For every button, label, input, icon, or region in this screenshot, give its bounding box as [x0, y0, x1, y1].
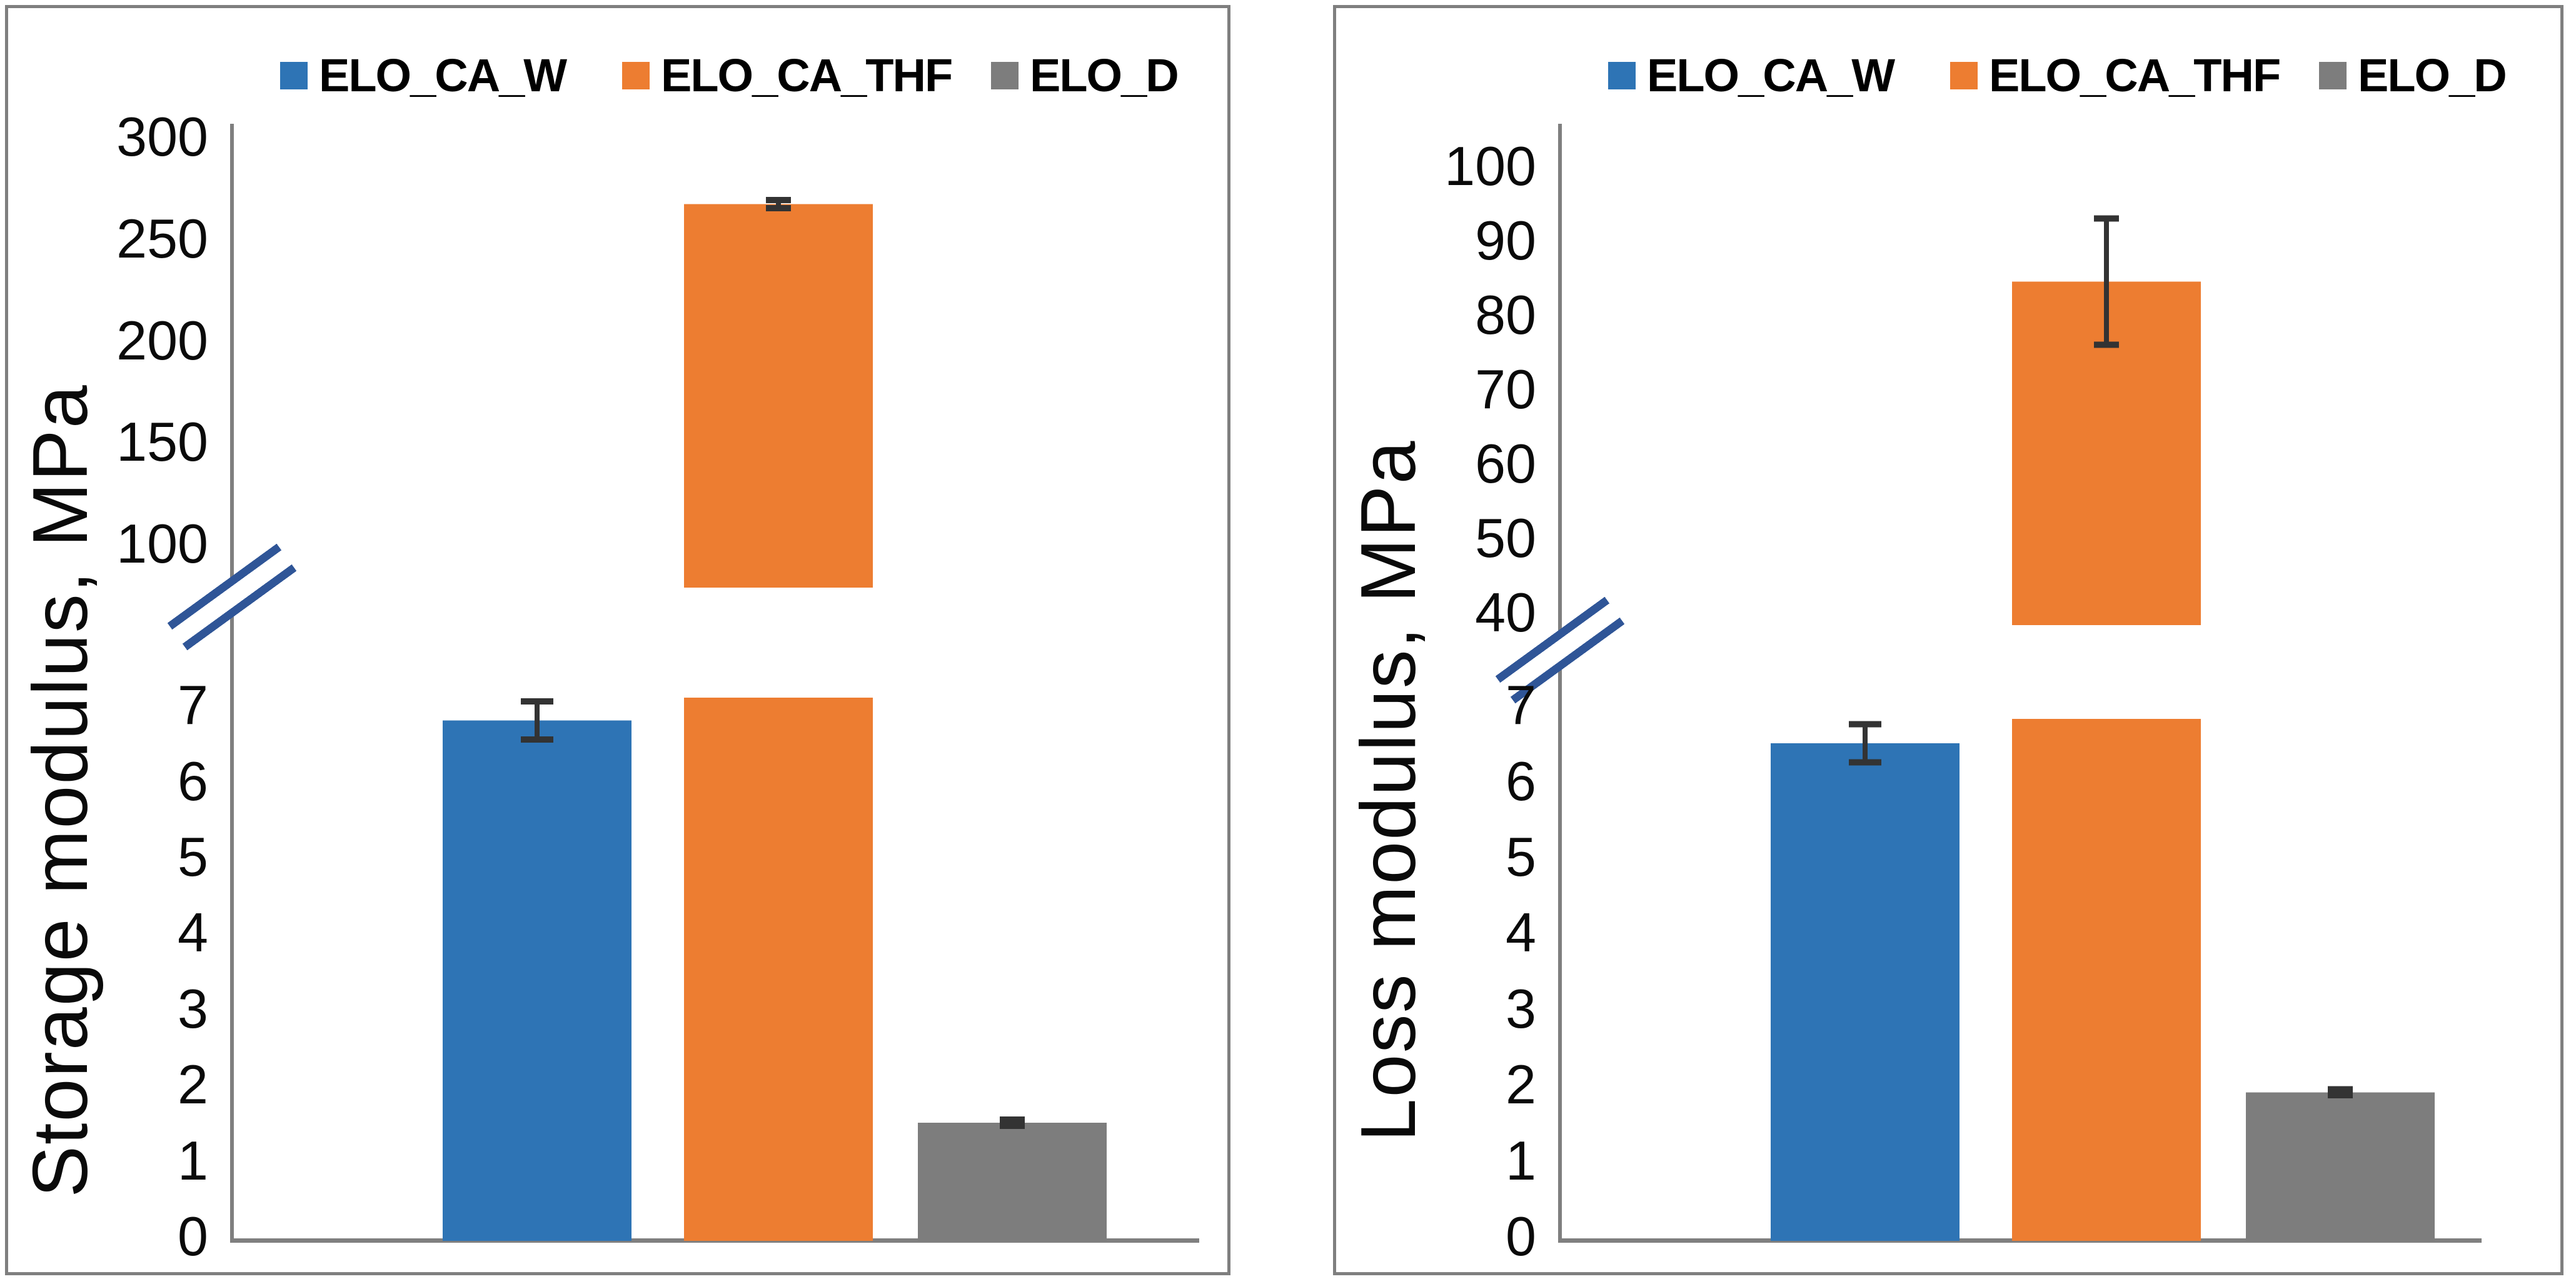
legend-label-ELO_CA_THF: ELO_CA_THF	[661, 49, 953, 101]
bar-lower-ELO_CA_THF	[2012, 719, 2201, 1241]
error-bar-ELO_D-bottom-cap	[1000, 1122, 1025, 1129]
y-tick-label: 7	[1506, 674, 1536, 736]
y-tick-label: 80	[1475, 284, 1536, 346]
legend-swatch-ELO_CA_THF	[1950, 62, 1978, 89]
y-tick-label: 100	[1444, 135, 1536, 197]
error-bar-ELO_CA_THF-bottom-cap	[766, 204, 791, 211]
error-bar-ELO_CA_W-top-cap	[1849, 721, 1881, 728]
y-tick-label: 90	[1475, 209, 1536, 271]
y-tick-label: 50	[1475, 507, 1536, 569]
y-tick-label: 1	[1506, 1129, 1536, 1191]
y-axis-line	[230, 124, 234, 1243]
error-bar-ELO_CA_THF-top-cap	[766, 196, 791, 203]
legend-swatch-ELO_CA_W	[280, 62, 308, 89]
axis-break-mark	[1495, 596, 1625, 704]
error-bar-ELO_CA_THF-stem	[2104, 218, 2109, 345]
legend-swatch-ELO_CA_W	[1608, 62, 1636, 89]
loss-modulus-chart-panel: Loss modulus, MPa ELO_CA_W ELO_CA_THF ELO_…	[1333, 5, 2563, 1275]
legend-swatch-ELO_D	[2319, 62, 2347, 89]
bar-lower-ELO_CA_THF	[684, 698, 873, 1241]
legend-label-ELO_CA_W: ELO_CA_W	[1647, 49, 1895, 101]
error-bar-ELO_CA_THF-stem	[776, 199, 781, 208]
bar-lower-ELO_D	[918, 1122, 1107, 1241]
y-tick-label: 6	[1506, 750, 1536, 812]
y-tick-label: 3	[1506, 977, 1536, 1040]
y-tick-label: 300	[116, 106, 208, 168]
y-tick-label: 100	[116, 513, 208, 574]
error-bar-ELO_D-top-cap	[1000, 1116, 1025, 1123]
y-tick-label: 250	[116, 207, 208, 269]
y-tick-label: 5	[178, 826, 208, 888]
legend-swatch-ELO_CA_THF	[622, 62, 650, 89]
bar-lower-ELO_D	[2246, 1092, 2435, 1241]
error-bar-ELO_CA_W-stem	[535, 701, 540, 740]
error-bar-ELO_D-bottom-cap	[2328, 1092, 2353, 1099]
y-tick-label: 6	[178, 750, 208, 812]
y-axis-line	[1558, 124, 1562, 1243]
y-tick-label: 40	[1475, 581, 1536, 643]
y-tick-label: 150	[116, 411, 208, 473]
y-tick-label: 2	[178, 1053, 208, 1116]
y-tick-label: 5	[1506, 826, 1536, 888]
y-tick-label: 4	[1506, 901, 1536, 964]
y-tick-label: 0	[178, 1205, 208, 1267]
error-bar-ELO_CA_W-bottom-cap	[1849, 759, 1881, 766]
storage-modulus-chart-panel: Storage modulus, MPa ELO_CA_W ELO_CA_THF E…	[5, 5, 1230, 1275]
bar-lower-ELO_CA_W	[1771, 743, 1960, 1241]
y-tick-label: 2	[1506, 1053, 1536, 1116]
y-tick-label: 1	[178, 1129, 208, 1191]
legend-label-ELO_D: ELO_D	[2358, 49, 2507, 101]
error-bar-ELO_CA_THF-top-cap	[2094, 215, 2119, 222]
y-tick-label: 7	[178, 674, 208, 736]
y-tick-label: 70	[1475, 358, 1536, 420]
error-bar-ELO_CA_W-stem	[1863, 724, 1868, 763]
y-tick-label: 3	[178, 977, 208, 1040]
legend-swatch-ELO_D	[991, 62, 1019, 89]
y-tick-label: 0	[1506, 1205, 1536, 1267]
y-tick-label: 4	[178, 901, 208, 964]
plot-area	[1495, 124, 2482, 1243]
y-tick-label: 60	[1475, 433, 1536, 494]
y-tick-label: 200	[116, 309, 208, 371]
error-bar-ELO_CA_W-bottom-cap	[521, 736, 553, 743]
error-bar-ELO_D-top-cap	[2328, 1086, 2353, 1093]
axis-break-mark	[167, 543, 297, 651]
legend-label-ELO_D: ELO_D	[1030, 49, 1179, 101]
plot-area	[167, 124, 1199, 1243]
error-bar-ELO_CA_THF-bottom-cap	[2094, 341, 2119, 348]
error-bar-ELO_CA_W-top-cap	[521, 698, 553, 705]
bar-upper-ELO_CA_THF	[684, 204, 873, 588]
legend-label-ELO_CA_W: ELO_CA_W	[319, 49, 567, 101]
bar-lower-ELO_CA_W	[443, 720, 631, 1241]
legend-label-ELO_CA_THF: ELO_CA_THF	[1989, 49, 2281, 101]
